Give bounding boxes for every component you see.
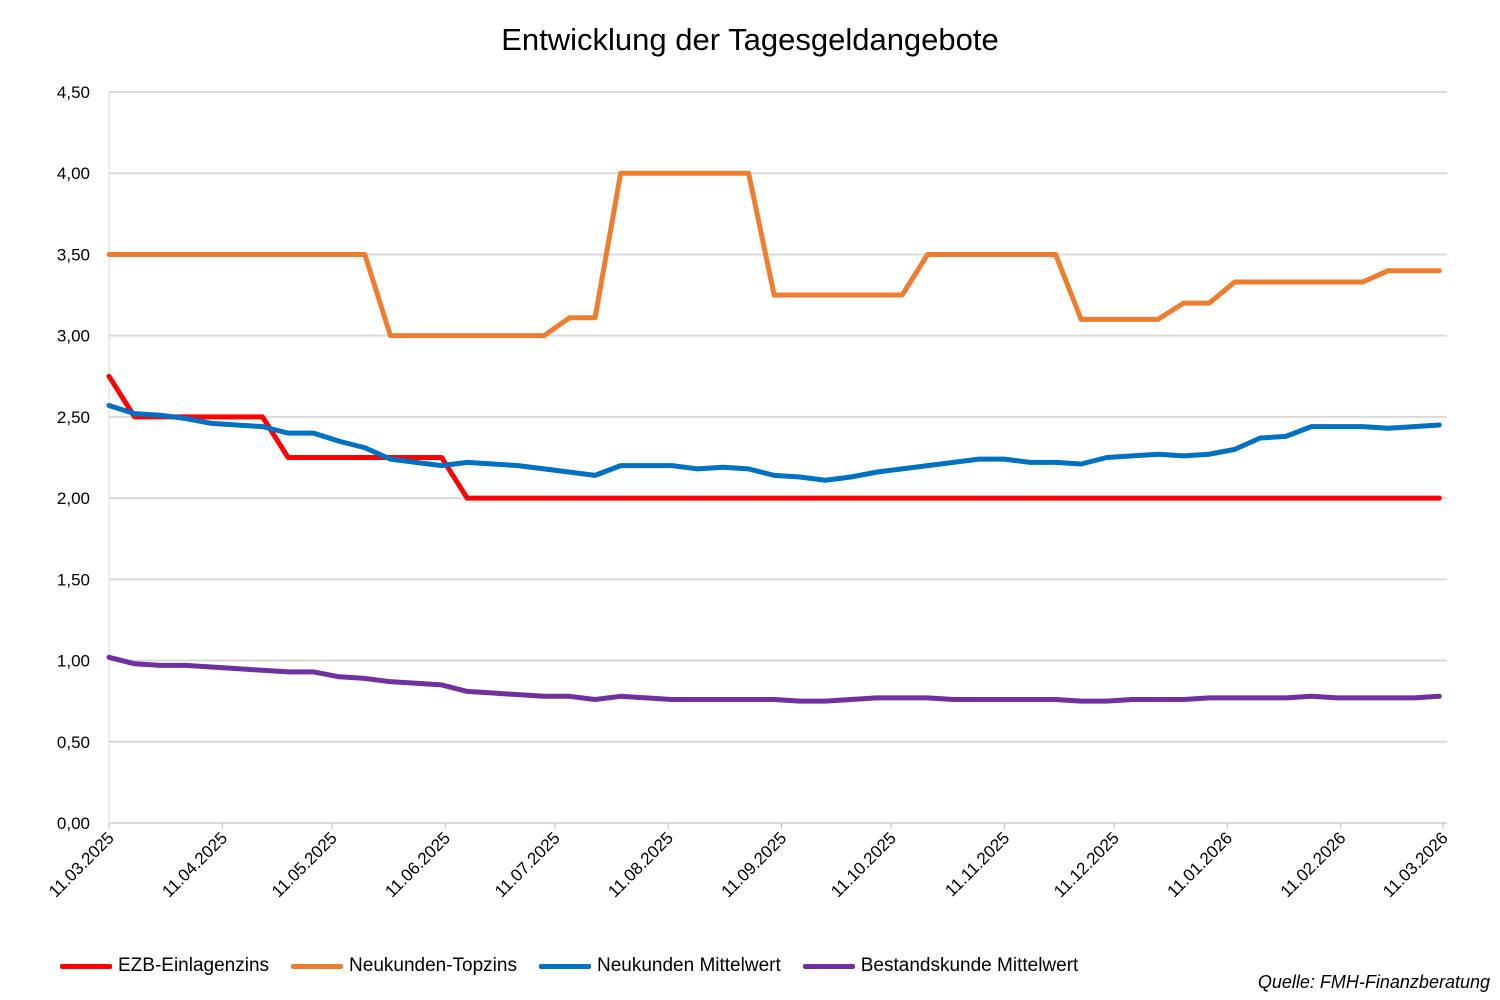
y-tick-label: 0,50 <box>57 733 90 752</box>
legend-swatch <box>802 963 855 969</box>
y-tick-label: 3,50 <box>57 245 90 264</box>
source-note: Quelle: FMH-Finanzberatung <box>1257 972 1490 992</box>
y-tick-label: 2,00 <box>57 489 90 508</box>
x-tick-label: 11.02.2026 <box>1277 828 1350 901</box>
legend-swatch <box>291 963 344 969</box>
legend: EZB-Einlagenzins Neukunden-Topzins Neukund… <box>60 955 1100 977</box>
legend-swatch <box>60 963 112 969</box>
x-tick-label: 11.09.2025 <box>718 828 791 901</box>
legend-label: Bestandskunde Mittelwert <box>860 955 1079 976</box>
series-line-neukunden-topzins <box>106 170 1442 339</box>
x-tick-label: 11.06.2025 <box>381 828 454 901</box>
legend-item: Bestandskunde Mittelwert <box>802 955 1079 977</box>
y-tick-label: 4,50 <box>57 83 90 102</box>
y-tick-label: 1,00 <box>57 652 90 671</box>
series-line-ezb-einlagenzins <box>106 373 1442 501</box>
series-line-neukunden-mittelwert <box>106 403 1442 483</box>
legend-label: EZB-Einlagenzins <box>118 955 270 976</box>
y-tick-label: 1,50 <box>57 570 90 589</box>
x-tick-label: 11.03.2025 <box>45 828 118 901</box>
legend-item: Neukunden-Topzins <box>291 955 517 977</box>
legend-label: Neukunden-Topzins <box>349 955 517 976</box>
x-tick-label: 11.10.2025 <box>827 828 900 901</box>
x-tick-label: 11.07.2025 <box>491 828 564 901</box>
legend-swatch <box>538 963 591 969</box>
x-tick-label: 11.03.2026 <box>1379 828 1452 901</box>
x-tick-label: 11.11.2025 <box>941 828 1013 900</box>
x-tick-label: 11.08.2025 <box>604 828 677 901</box>
series-line-bestandskunde-mittelwert <box>106 654 1442 704</box>
x-tick-label: 11.12.2025 <box>1050 828 1123 901</box>
x-tick-label: 11.05.2025 <box>268 828 341 901</box>
x-tick-label: 11.04.2025 <box>158 828 231 901</box>
y-tick-label: 4,00 <box>57 164 90 183</box>
y-tick-label: 0,00 <box>57 814 90 833</box>
x-tick-label: 11.01.2026 <box>1163 828 1236 901</box>
legend-item: Neukunden Mittelwert <box>538 955 781 977</box>
y-tick-label: 3,00 <box>57 327 90 346</box>
legend-label: Neukunden Mittelwert <box>596 955 781 976</box>
legend-item: EZB-Einlagenzins <box>60 955 269 977</box>
chart-title: Entwicklung der Tagesgeldangebote <box>501 22 999 57</box>
y-tick-label: 2,50 <box>57 408 90 427</box>
